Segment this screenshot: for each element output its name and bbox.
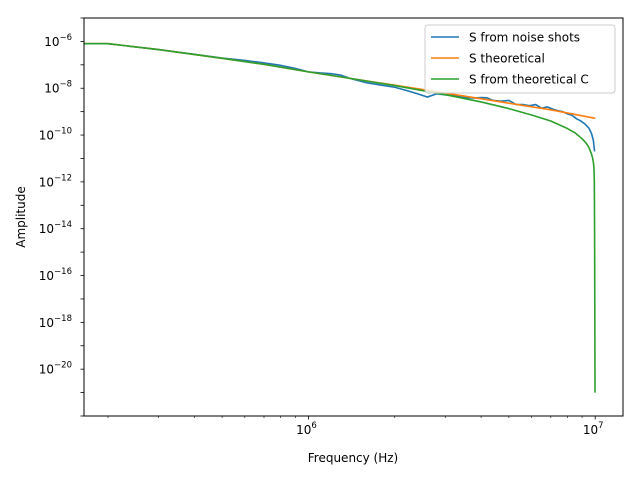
y-tick-label: 10−14 [39,220,72,236]
y-tick-label: 10−16 [39,267,72,283]
series-layer [84,42,596,393]
legend-label-theoretical: S theoretical [469,52,545,66]
y-axis-ticks: 10−6 10−8 10−10 10−12 10−14 10−16 10−18 10−20 [39,17,84,417]
legend-label-theoretical-c: S from theoretical C [469,73,589,87]
y-tick-label: 10−10 [39,127,72,143]
series-line-0 [84,42,596,152]
legend: S from noise shots S theoretical S from … [424,24,616,94]
y-tick-label: 10−12 [39,173,72,189]
y-tick-label: 10−18 [39,314,72,330]
x-axis-ticks: 106 107 [107,416,604,437]
legend-label-noise-shots: S from noise shots [469,31,580,45]
legend-box [424,24,616,94]
x-tick-label: 107 [583,421,604,437]
plot-frame [83,17,624,417]
x-axis-title: Frequency (Hz) [308,451,399,465]
y-tick-label: 10−6 [44,33,72,49]
y-tick-label: 10−20 [39,361,72,377]
y-tick-label: 10−8 [44,80,72,96]
series-line-2 [84,42,596,393]
y-axis-title: Amplitude [14,186,28,248]
x-tick-label: 106 [296,421,317,437]
